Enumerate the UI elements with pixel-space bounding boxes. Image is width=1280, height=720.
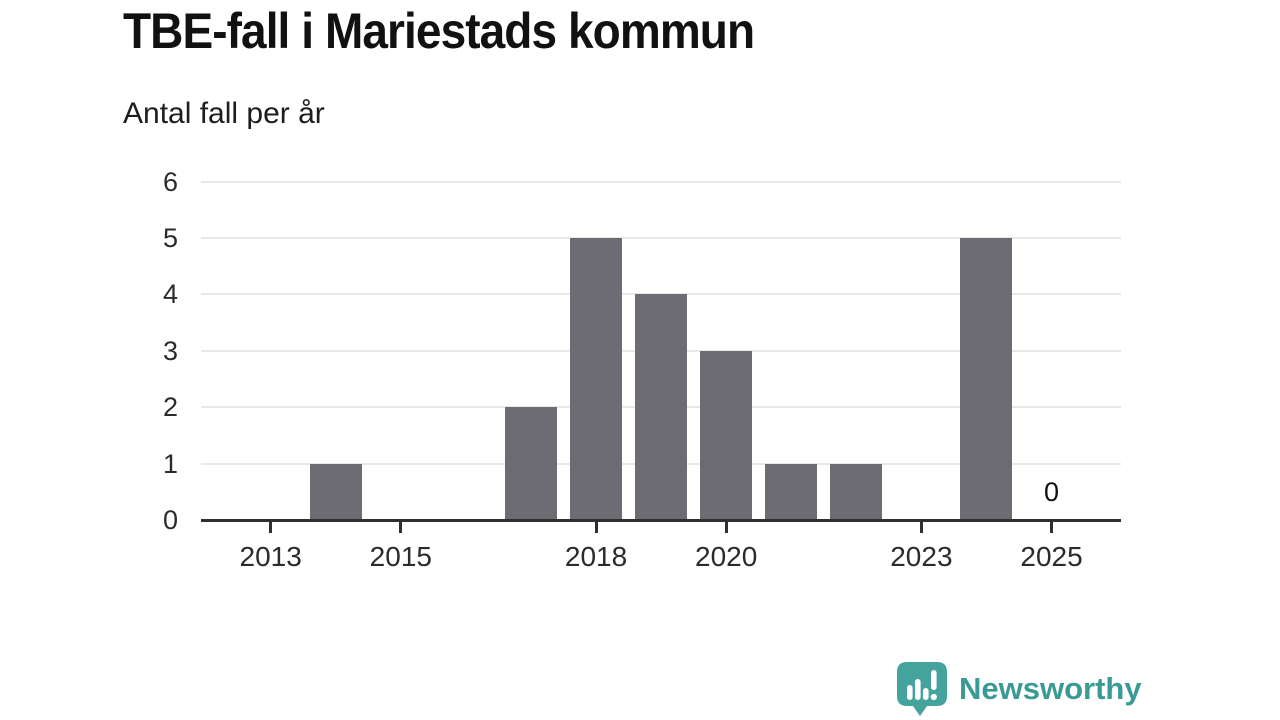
bar bbox=[635, 294, 688, 519]
y-axis-label: 3 bbox=[162, 335, 178, 366]
bar bbox=[570, 238, 623, 519]
gridline bbox=[201, 180, 1121, 183]
y-axis-label: 2 bbox=[162, 392, 178, 423]
y-axis-label: 6 bbox=[162, 166, 178, 197]
bar bbox=[504, 407, 557, 519]
x-axis-label: 2015 bbox=[369, 541, 432, 572]
x-axis-tick bbox=[919, 522, 923, 533]
bar bbox=[765, 463, 818, 519]
y-axis-label: 1 bbox=[162, 448, 178, 479]
bar bbox=[309, 463, 362, 519]
bar bbox=[960, 238, 1013, 519]
chart-subtitle: Antal fall per år bbox=[123, 97, 325, 130]
newsworthy-brand-text: Newsworthy bbox=[959, 671, 1142, 706]
x-axis-tick bbox=[269, 522, 273, 533]
bar bbox=[700, 350, 753, 519]
bar-chart-icon bbox=[907, 670, 937, 701]
x-axis-tick bbox=[399, 522, 403, 533]
x-axis-tick bbox=[1050, 522, 1054, 533]
zero-value-label: 0 bbox=[1044, 477, 1060, 507]
y-axis-label: 5 bbox=[162, 223, 178, 253]
y-axis-label: 0 bbox=[162, 505, 178, 535]
bar bbox=[830, 463, 883, 519]
x-axis-label: 2023 bbox=[890, 541, 953, 572]
x-axis-label: 2013 bbox=[239, 541, 302, 572]
x-axis-tick bbox=[724, 522, 728, 533]
x-axis-label: 2020 bbox=[695, 541, 758, 572]
gridline bbox=[201, 237, 1121, 239]
x-axis-line bbox=[201, 519, 1121, 522]
x-axis-label: 2018 bbox=[564, 541, 628, 572]
x-axis-tick bbox=[594, 522, 598, 533]
newsworthy-logo-icon bbox=[897, 662, 947, 716]
y-axis-label: 4 bbox=[162, 279, 178, 310]
x-axis-label: 2025 bbox=[1020, 541, 1083, 572]
chart-title: TBE-fall i Mariestads kommun bbox=[123, 3, 755, 59]
